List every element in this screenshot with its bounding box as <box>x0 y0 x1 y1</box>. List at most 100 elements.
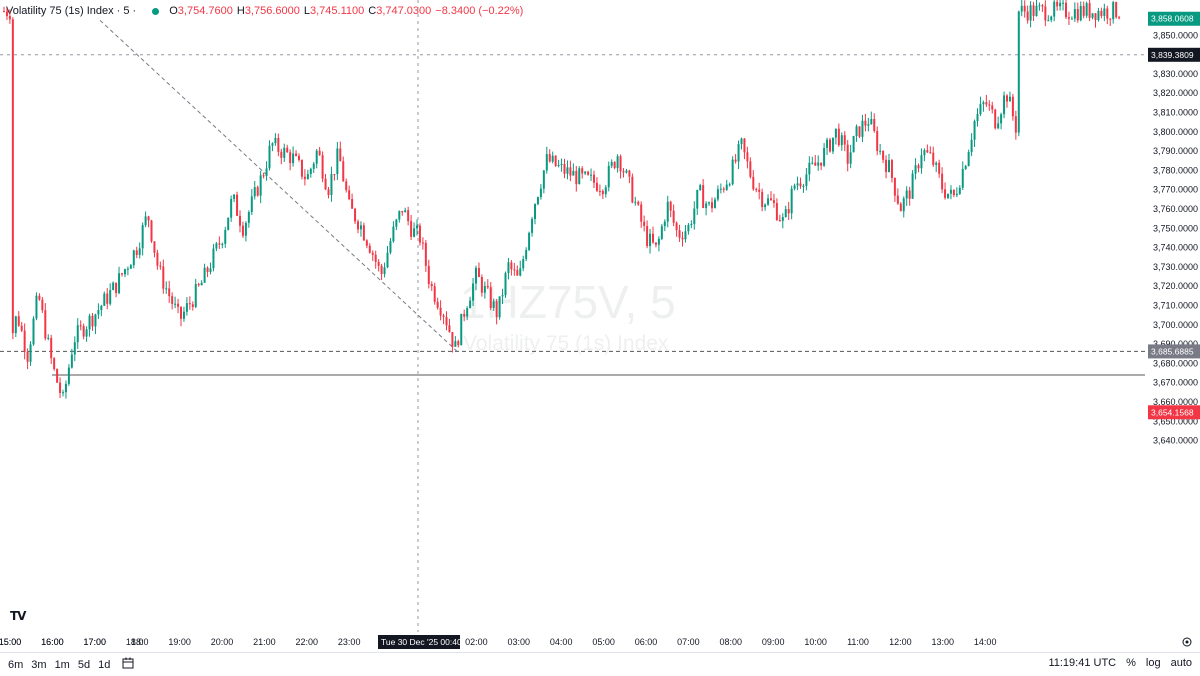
price-tick-label: 3,700.0000 <box>1153 320 1198 330</box>
candle-body <box>250 196 253 213</box>
utc-clock[interactable]: 11:19:41 UTC <box>1048 657 1117 669</box>
candle-body <box>480 276 483 293</box>
price-chart[interactable]: 1HZ75V, 5 Volatility 75 (1s) Index 3,850… <box>0 0 1200 652</box>
candle-body <box>719 188 722 190</box>
timeframe-3m[interactable]: 3m <box>31 658 47 671</box>
timeframe-6m[interactable]: 6m <box>8 658 24 671</box>
percent-toggle[interactable]: % <box>1126 657 1136 669</box>
candle-body <box>728 184 731 186</box>
candle-body <box>805 174 808 186</box>
candle-body <box>1026 11 1029 21</box>
candle-body <box>421 242 424 244</box>
price-tick-label: 3,690.0000 <box>1153 339 1198 349</box>
candle-body <box>1029 5 1032 21</box>
auto-toggle[interactable]: auto <box>1170 657 1192 669</box>
open-value: 3,754.7600 <box>177 5 233 17</box>
candle-body <box>121 273 123 275</box>
candle-body <box>1112 2 1115 20</box>
time-axis[interactable] <box>0 632 1200 652</box>
candle-body <box>749 161 752 177</box>
candle-body <box>239 215 241 226</box>
candle-body <box>50 337 53 359</box>
candle-body <box>327 189 330 196</box>
candle-body <box>566 167 569 174</box>
candle-body <box>230 198 233 218</box>
candle-body <box>994 109 997 129</box>
timeframe-5d[interactable]: 5d <box>77 658 91 671</box>
candle-body <box>88 315 91 330</box>
candle-body <box>247 212 250 223</box>
trend-line[interactable] <box>97 18 458 352</box>
settings-gear-icon[interactable] <box>1182 637 1192 647</box>
candle-body <box>392 226 395 242</box>
candle-body <box>1109 18 1112 20</box>
candle-body <box>899 203 902 212</box>
candle-body <box>368 245 371 253</box>
candle-body <box>554 155 557 166</box>
candle-body <box>944 189 947 198</box>
time-tick-label: 20:00 <box>211 637 234 647</box>
candle-body <box>460 313 463 346</box>
entry-price-tag-box <box>1148 344 1200 359</box>
candle-body <box>427 265 430 284</box>
candle-body <box>731 159 734 185</box>
tradingview-logo-icon[interactable]: TV <box>10 609 27 623</box>
candle-body <box>324 178 327 190</box>
timeframe-1m[interactable]: 1m <box>54 658 70 671</box>
candle-body <box>418 225 421 243</box>
candle-body <box>896 195 899 204</box>
time-tick-label: 02:00 <box>465 637 488 647</box>
symbol-title[interactable]: Volatility 75 (1s) Index · 5 · <box>6 5 137 17</box>
candle-body <box>725 184 728 190</box>
candle-body <box>330 174 333 196</box>
candle-body <box>864 120 867 126</box>
candle-body <box>840 135 843 146</box>
candle-body <box>218 243 221 245</box>
candle-body <box>345 181 348 191</box>
price-tick-label: 3,780.0000 <box>1153 165 1198 175</box>
candle-body <box>268 145 271 169</box>
gear-hub <box>1185 640 1189 644</box>
candle-body <box>802 185 805 187</box>
candle-body <box>126 268 129 270</box>
crosshair-time-tag: Tue 30 Dec '25 00:40 <box>381 637 462 647</box>
candle-body <box>53 358 56 370</box>
candle-body <box>256 187 259 196</box>
candle-body <box>634 201 637 203</box>
price-tick-label: 3,720.0000 <box>1153 281 1198 291</box>
candle-body <box>38 295 41 300</box>
candle-body <box>699 185 702 190</box>
candle-body <box>17 316 20 326</box>
candle-body <box>1032 5 1035 17</box>
timeframe-1d[interactable]: 1d <box>98 658 111 671</box>
candle-body <box>227 217 230 230</box>
entry-price-tag: 3,685.6885 <box>1151 346 1194 356</box>
candle-body <box>531 219 534 233</box>
candle-body <box>708 202 711 204</box>
price-axis[interactable] <box>1145 0 1200 652</box>
candle-body <box>62 392 64 394</box>
candle-body <box>29 344 32 362</box>
candle-body <box>47 337 50 339</box>
time-tick-label: 19:00 <box>168 637 191 647</box>
candle-body <box>14 316 17 334</box>
candle-body <box>206 267 209 272</box>
date-range-icon[interactable] <box>122 657 134 672</box>
high-value: 3,756.6000 <box>244 5 300 17</box>
log-toggle[interactable]: log <box>1145 657 1161 669</box>
candle-body <box>342 161 345 182</box>
candle-body <box>982 102 985 105</box>
candle-body <box>1044 6 1047 21</box>
candle-body <box>625 170 628 173</box>
candle-body <box>622 171 625 173</box>
candle-body <box>354 208 357 222</box>
candle-body <box>203 267 206 283</box>
price-tick-label: 3,770.0000 <box>1153 185 1198 195</box>
close-label: C <box>368 5 377 17</box>
candle-body <box>309 168 312 174</box>
candle-body <box>1115 2 1118 18</box>
candle-body <box>675 222 678 231</box>
time-tick-label: 10:00 <box>804 637 827 647</box>
candle-body <box>722 188 725 190</box>
candle-body <box>935 162 938 165</box>
